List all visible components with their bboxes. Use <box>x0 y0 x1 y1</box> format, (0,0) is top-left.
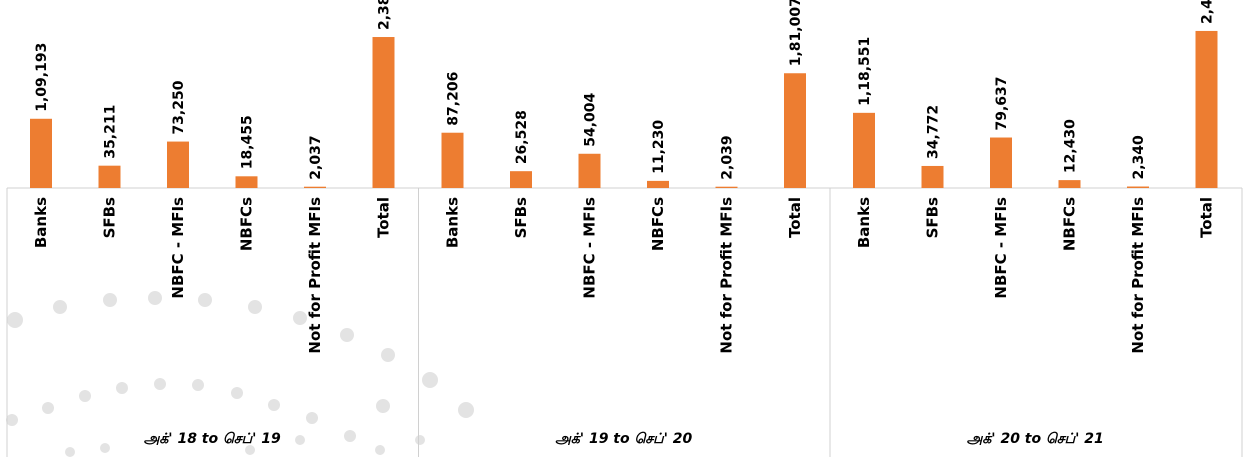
decor-dot <box>192 379 204 391</box>
value-label: 2,38,146 <box>377 0 393 30</box>
value-label: 87,206 <box>446 72 462 126</box>
decor-dot <box>340 328 354 342</box>
bar <box>647 180 669 188</box>
decor-dot <box>375 445 385 455</box>
decor-dot <box>79 390 91 402</box>
bar <box>167 141 189 188</box>
category-label: NBFC - MFIs <box>169 197 187 299</box>
value-labels: 1,09,193 35,211 73,250 18,455 2,037 2,38,146 8… <box>34 0 1216 180</box>
bar <box>304 186 326 188</box>
decor-dot <box>154 378 166 390</box>
category-label: Total <box>786 197 804 238</box>
value-label: 18,455 <box>240 115 256 169</box>
value-label: 26,528 <box>514 110 530 164</box>
value-label: 1,18,551 <box>857 37 873 106</box>
chart-axes <box>6 187 1243 457</box>
decor-dot <box>42 402 54 414</box>
bar <box>372 37 395 189</box>
decor-dot <box>293 311 307 325</box>
bar <box>715 186 738 188</box>
decor-dot <box>415 435 425 445</box>
bar-series <box>30 30 1218 189</box>
decor-dot <box>306 412 318 424</box>
category-label: SFBs <box>101 197 119 238</box>
decor-dot <box>344 430 356 442</box>
value-label: 54,004 <box>583 92 599 146</box>
decor-dot <box>53 300 67 314</box>
value-label: 1,81,007 <box>788 0 804 66</box>
category-label: NBFCs <box>238 197 256 251</box>
decor-dot <box>148 291 162 305</box>
category-label: NBFC - MFIs <box>581 197 599 299</box>
decor-dot <box>103 293 117 307</box>
group-labels: அக்' 18 to செப்' 19 அக்' 19 to செப்' 20 அக… <box>144 431 1104 447</box>
category-label: Total <box>375 197 393 238</box>
bar <box>578 153 601 188</box>
category-label: Banks <box>444 197 462 248</box>
bar <box>1195 30 1218 188</box>
decor-dot <box>248 300 262 314</box>
value-label: 11,230 <box>651 120 667 174</box>
category-label: Total <box>1198 197 1216 238</box>
value-label: 1,09,193 <box>34 43 50 112</box>
category-label: Not for Profit MFIs <box>718 197 736 354</box>
bar <box>990 137 1012 188</box>
bar <box>1058 180 1081 188</box>
value-label: 12,430 <box>1063 119 1079 173</box>
category-label: NBFCs <box>1061 197 1079 251</box>
value-label: 73,250 <box>171 80 187 134</box>
value-label: 35,211 <box>103 105 119 159</box>
decor-dot <box>458 402 474 418</box>
bar <box>30 118 52 188</box>
value-label: 2,47,730 <box>1200 0 1216 24</box>
bar <box>784 73 806 188</box>
bar <box>921 165 944 188</box>
bar <box>510 171 532 188</box>
group-label: அக்' 20 to செப்' 21 <box>967 431 1104 447</box>
category-label: Not for Profit MFIs <box>1129 197 1147 354</box>
category-label: Banks <box>32 197 50 248</box>
decor-dot <box>245 445 255 455</box>
decor-dot <box>376 399 390 413</box>
decor-dot <box>422 372 438 388</box>
bar <box>441 132 464 188</box>
decor-dot <box>100 443 110 453</box>
category-label: Not for Profit MFIs <box>306 197 324 354</box>
decor-dot <box>65 447 75 457</box>
decor-dot <box>6 414 18 426</box>
value-label: 34,772 <box>926 105 942 159</box>
category-label: NBFCs <box>649 197 667 251</box>
value-label: 2,340 <box>1131 135 1147 180</box>
decor-dot <box>295 435 305 445</box>
bar <box>98 165 121 188</box>
bar <box>235 176 258 188</box>
group-label: அக்' 19 to செப்' 20 <box>555 431 692 447</box>
group-label: அக்' 18 to செப்' 19 <box>144 431 281 447</box>
bar <box>1127 186 1149 188</box>
decor-dot <box>231 387 243 399</box>
decor-dot <box>381 348 395 362</box>
value-label: 2,039 <box>720 135 736 179</box>
decor-dot <box>198 293 212 307</box>
decorative-dots <box>6 291 474 457</box>
category-label: Banks <box>855 197 873 248</box>
decor-dot <box>116 382 128 394</box>
decor-dot <box>268 399 280 411</box>
decor-dot <box>7 312 23 328</box>
category-label: NBFC - MFIs <box>992 197 1010 299</box>
value-label: 79,637 <box>994 76 1010 130</box>
value-label: 2,037 <box>308 135 324 179</box>
bar <box>853 112 875 188</box>
category-labels: Banks SFBs NBFC - MFIs NBFCs Not for Profit … <box>32 197 1216 354</box>
category-label: SFBs <box>924 197 942 238</box>
category-label: SFBs <box>512 197 530 238</box>
